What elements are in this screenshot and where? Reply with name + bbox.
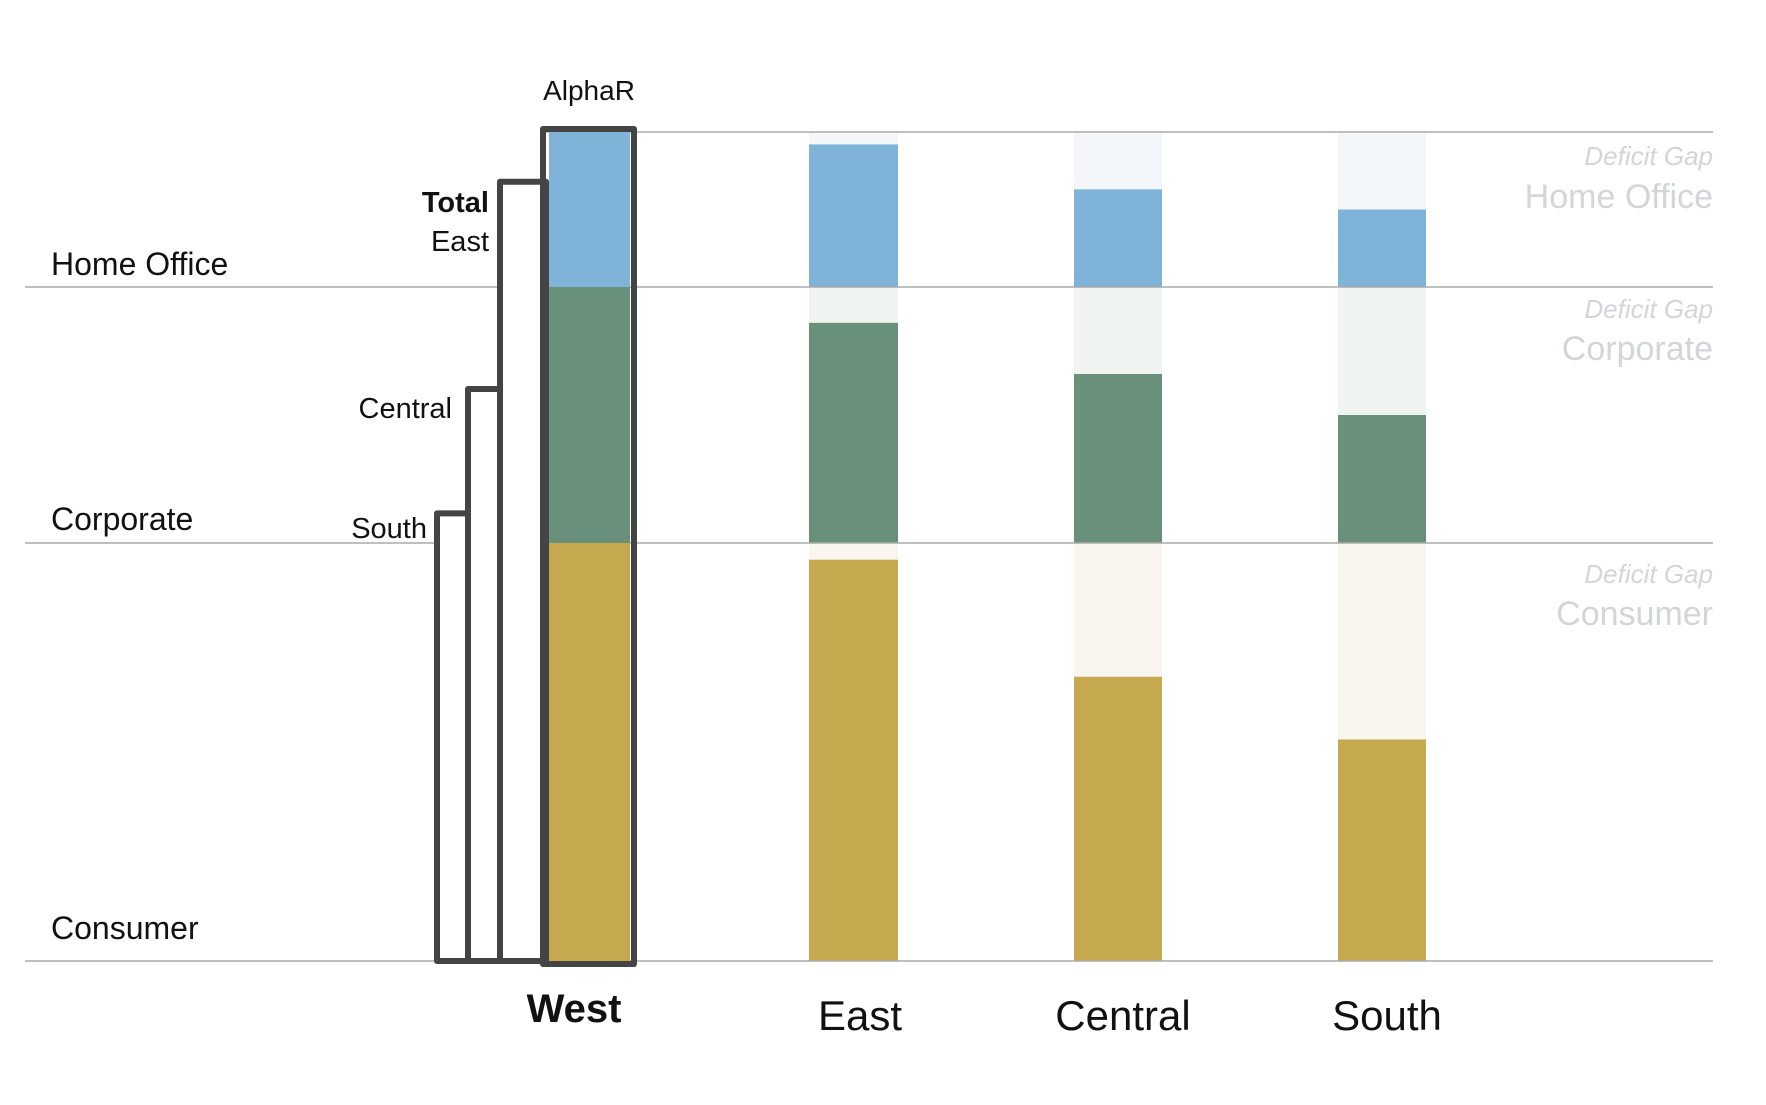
gap-label-home-office: Home Office	[1525, 178, 1713, 216]
total-step-east	[497, 178, 549, 965]
bar-corporate-east	[809, 322, 898, 543]
total-step-label: South	[351, 513, 427, 545]
category-label-west: West	[527, 987, 622, 1031]
bar-home-office-east	[809, 144, 898, 287]
bar-corporate-south	[1338, 415, 1426, 543]
row-label-corporate: Corporate	[51, 501, 193, 537]
category-label-south: South	[1332, 992, 1442, 1039]
bar-consumer-central	[1074, 676, 1162, 961]
total-step-label: East	[431, 226, 489, 258]
bar-corporate-central	[1074, 374, 1162, 543]
gap-label-consumer: Consumer	[1556, 595, 1713, 633]
benchmark-frame	[540, 126, 637, 967]
row-label-home-office: Home Office	[51, 246, 228, 282]
gap-label-title: Deficit Gap	[1584, 559, 1713, 589]
bar-consumer-east	[809, 559, 898, 961]
category-label-east: East	[818, 992, 902, 1039]
category-label-central: Central	[1055, 992, 1190, 1039]
row-label-consumer: Consumer	[51, 910, 199, 946]
bar-consumer-south	[1338, 739, 1426, 961]
bar-home-office-west-fill	[549, 132, 630, 287]
total-step-label: Central	[359, 393, 453, 425]
total-title: Total	[422, 187, 489, 219]
benchmark-label: AlphaR	[543, 75, 635, 106]
bar-corporate-west-fill	[549, 287, 630, 543]
bar-consumer-west-fill	[549, 543, 630, 961]
gap-label-title: Deficit Gap	[1584, 141, 1713, 171]
gap-label-corporate: Corporate	[1562, 330, 1713, 368]
bar-home-office-south	[1338, 209, 1426, 287]
bar-home-office-central	[1074, 189, 1162, 287]
gap-label-title: Deficit Gap	[1584, 294, 1713, 324]
